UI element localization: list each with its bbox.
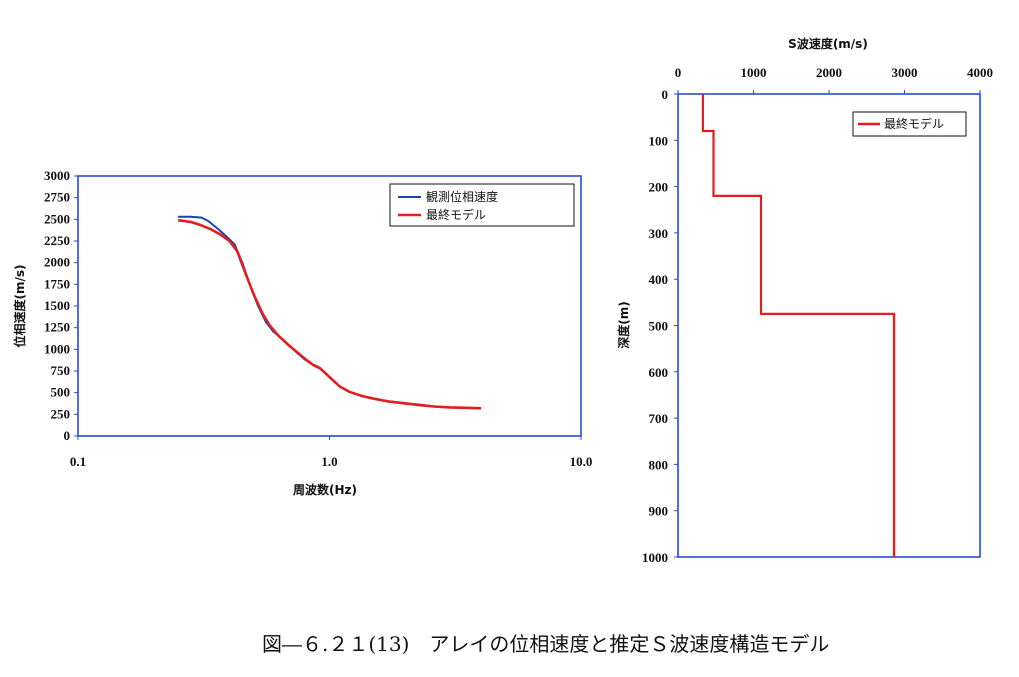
velocity-profile-chart: 0 100 200 300 400 500 600 700 800 900 1000 0 1000 20… [616, 36, 993, 565]
dispersion-x-tick-label: 10.0 [570, 454, 593, 469]
profile-x-tick-label: 4000 [967, 65, 993, 80]
final-model-line [177, 218, 481, 410]
dispersion-y-tick-label: 3000 [44, 168, 70, 183]
dispersion-y-tick-label: 2000 [44, 255, 70, 270]
profile-y-tick-label: 300 [649, 226, 669, 241]
dispersion-y-tick-label: 1750 [44, 276, 70, 291]
profile-series [701, 94, 896, 557]
dispersion-legend-model: 最終モデル [426, 207, 486, 222]
dispersion-y-tick-label: 1000 [44, 341, 70, 356]
profile-y-tick-label: 900 [649, 504, 669, 519]
profile-x-tick-label: 2000 [816, 65, 842, 80]
dispersion-y-tick-label: 1500 [44, 298, 70, 313]
dispersion-y-tick-label: 250 [51, 406, 71, 421]
profile-y-tick-label: 100 [649, 133, 669, 148]
dispersion-chart: 0 250 500 750 1000 1250 1500 1750 2000 2250 2500 27… [12, 168, 592, 497]
dispersion-legend-observed: 観測位相速度 [426, 189, 498, 204]
dispersion-legend-box [389, 183, 575, 227]
dispersion-y-tick-label: 1250 [44, 320, 70, 335]
dispersion-series [177, 215, 481, 410]
figure-caption: 図―６.２１(13) アレイの位相速度と推定Ｓ波速度構造モデル [262, 632, 829, 656]
dispersion-y-tick-label: 2500 [44, 211, 70, 226]
profile-plot-frame [677, 93, 981, 558]
dispersion-x-tick-label: 1.0 [321, 454, 337, 469]
observed-phase-velocity-line [178, 215, 481, 410]
dispersion-y-tick-label: 2250 [44, 233, 70, 248]
profile-x-tick-label: 1000 [741, 65, 767, 80]
profile-y-tick-label: 0 [662, 87, 669, 102]
profile-x-axis-label: S波速度(m/s) [788, 36, 868, 51]
dispersion-y-tick-label: 2750 [44, 190, 70, 205]
velocity-model-step-line [701, 94, 896, 557]
profile-y-ticks: 0 100 200 300 400 500 600 700 800 900 1000 [642, 87, 678, 565]
profile-y-tick-label: 600 [649, 365, 669, 380]
profile-y-tick-label: 1000 [642, 550, 668, 565]
profile-y-tick-label: 200 [649, 180, 669, 195]
dispersion-legend: 観測位相速度 最終モデル [389, 183, 575, 227]
dispersion-y-axis-label: 位相速度(m/s) [12, 265, 27, 348]
profile-legend: 最終モデル [852, 111, 967, 137]
dispersion-y-tick-label: 500 [51, 385, 71, 400]
profile-x-tick-label: 3000 [892, 65, 918, 80]
dispersion-y-tick-label: 0 [64, 428, 71, 443]
dispersion-y-tick-label: 750 [51, 363, 71, 378]
profile-y-tick-label: 500 [649, 319, 669, 334]
dispersion-x-tick-label: 0.1 [70, 454, 86, 469]
profile-y-tick-label: 800 [649, 457, 669, 472]
profile-y-axis-label: 深度(m) [616, 301, 631, 348]
profile-x-tick-label: 0 [675, 65, 682, 80]
dispersion-x-axis-label: 周波数(Hz) [293, 482, 357, 497]
dispersion-x-ticks: 0.1 1.0 10.0 [70, 436, 593, 469]
profile-y-tick-label: 700 [649, 411, 669, 426]
profile-x-ticks: 0 1000 2000 3000 4000 [675, 65, 993, 94]
dispersion-y-ticks: 0 250 500 750 1000 1250 1500 1750 2000 2250 2500 27… [44, 168, 78, 443]
profile-legend-model: 最終モデル [884, 116, 944, 131]
profile-y-tick-label: 400 [649, 272, 669, 287]
